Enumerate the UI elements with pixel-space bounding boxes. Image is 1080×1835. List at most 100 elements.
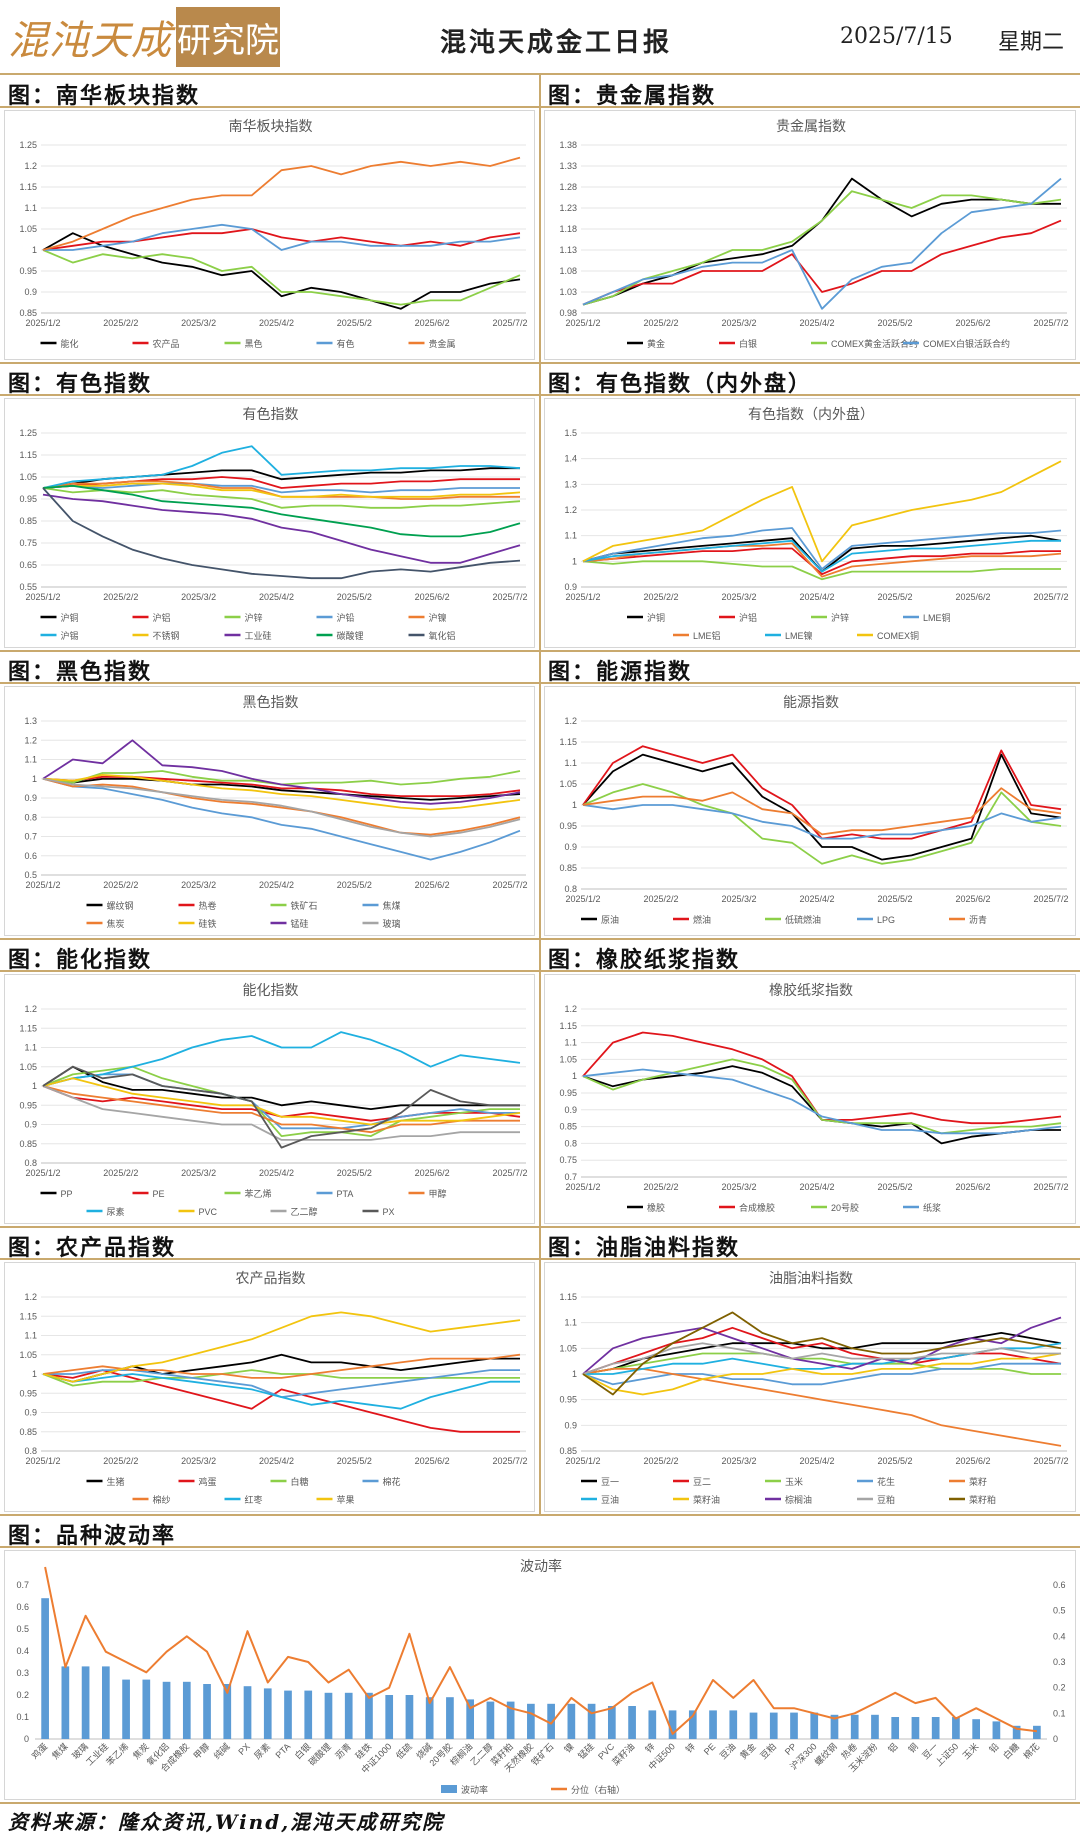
section-title: 图：能源指数 <box>548 659 693 685</box>
series-line <box>42 1311 521 1383</box>
x-tick-label: 镍 <box>562 1741 576 1755</box>
y-tick-label: 0.1 <box>16 1712 29 1722</box>
y-tick-label: 1 <box>572 556 577 566</box>
section-title: 图：南华板块指数 <box>8 83 201 109</box>
x-tick-label: 20号胶 <box>427 1741 455 1769</box>
x-tick-label: 2025/7/2 <box>492 1168 527 1178</box>
chart-title: 有色指数（内外盘） <box>748 406 874 422</box>
series-line <box>582 1326 1062 1375</box>
series-line <box>42 445 521 489</box>
y-tick-label: 0.98 <box>559 308 577 318</box>
volatility-bar <box>304 1690 313 1739</box>
y-tick-label: 1.15 <box>559 737 577 747</box>
series-line <box>582 177 1062 310</box>
y-tick-label: 1.05 <box>19 472 37 482</box>
x-tick-label: 焦煤 <box>49 1741 70 1762</box>
legend-label: 沪锡 <box>61 630 79 641</box>
legend-label: 焦炭 <box>107 918 125 929</box>
x-tick-label: 2025/2/2 <box>103 880 138 890</box>
chart-panel-nonferrous: 有色指数 0.55 0.65 0.75 0.85 0.95 1.05 1.15 1.25 2025… <box>4 398 535 648</box>
legend-label: 菜籽 <box>969 1476 987 1487</box>
legend-label: 能化 <box>61 338 79 349</box>
series-line <box>42 1065 520 1137</box>
legend-label: 鸡蛋 <box>199 1476 217 1487</box>
volatility-bar <box>790 1712 798 1739</box>
x-tick-label: 2025/2/2 <box>643 1456 678 1466</box>
x-tick-label: 2025/2/2 <box>103 592 138 602</box>
x-tick-label: 2025/6/2 <box>415 318 450 328</box>
legend-label: 分位（右轴） <box>571 1784 625 1795</box>
y2-tick-label: 0.4 <box>1053 1631 1066 1641</box>
legend-label: LME铜 <box>923 612 951 623</box>
volatility-bar <box>446 1697 454 1739</box>
legend-label: 沪铜 <box>647 612 665 623</box>
x-tick-label: 2025/1/2 <box>565 592 600 602</box>
volatility-bar <box>41 1598 49 1739</box>
legend-label: 乙二醇 <box>291 1206 318 1217</box>
y-tick-label: 0.95 <box>19 1100 37 1110</box>
volatility-bar <box>527 1703 535 1739</box>
y-tick-label: 1.1 <box>24 755 37 765</box>
x-tick-label: 低硫 <box>393 1741 414 1762</box>
legend-label: 有色 <box>337 338 355 349</box>
x-tick-label: 2025/7/2 <box>1033 318 1068 328</box>
x-tick-label: 2025/2/2 <box>103 1168 138 1178</box>
y-tick-label: 0.8 <box>564 884 577 894</box>
volatility-bar <box>891 1717 900 1739</box>
legend-label: 工业硅 <box>245 630 272 641</box>
volatility-bar <box>425 1697 434 1739</box>
y-tick-label: 0.6 <box>24 851 37 861</box>
legend-label: 豆粕 <box>877 1494 895 1505</box>
series-line <box>42 493 521 564</box>
series-line <box>43 223 521 251</box>
x-tick-label: 上证50 <box>933 1741 960 1768</box>
y-tick-label: 0.9 <box>564 582 577 592</box>
volatility-bar <box>203 1684 211 1739</box>
x-tick-label: 2025/5/2 <box>877 318 912 328</box>
x-tick-label: 2025/3/2 <box>721 318 756 328</box>
y-tick-label: 1.15 <box>19 1311 37 1321</box>
y2-tick-label: 0 <box>1053 1734 1058 1744</box>
y-tick-label: 0.9 <box>24 287 37 297</box>
chart-svg: 农产品指数 0.8 0.85 0.9 0.95 1 1.05 1.1 1.15 1.2 2025/1… <box>19 1270 527 1505</box>
legend-label: PVC <box>199 1207 218 1217</box>
chart-panel-oils: 油脂油料指数 0.85 0.9 0.95 1 1.05 1.1 1.15 2025/1/2 202… <box>544 1262 1076 1512</box>
series-line <box>582 804 1062 840</box>
volatility-bar <box>871 1714 879 1739</box>
chart-panel-energy: 能源指数 0.8 0.85 0.9 0.95 1 1.05 1.1 1.15 1.2 2025/1/… <box>544 686 1076 936</box>
volatility-bar <box>122 1679 130 1739</box>
volatility-bar <box>466 1699 475 1739</box>
y-tick-label: 0.7 <box>564 1172 577 1182</box>
x-tick-label: 2025/5/2 <box>877 894 912 904</box>
legend-label: 沥青 <box>969 914 987 925</box>
series-line <box>42 777 521 838</box>
volatility-bar <box>729 1710 738 1739</box>
y-tick-label: 0.9 <box>24 793 37 803</box>
x-tick-label: 2025/4/2 <box>259 1168 294 1178</box>
section-title: 图：有色指数 <box>8 371 153 397</box>
chart-svg: 南华板块指数 0.85 0.9 0.95 1 1.05 1.1 1.15 1.2 1.25 2025… <box>19 118 527 349</box>
x-tick-label: 2025/1/2 <box>565 894 600 904</box>
x-tick-label: 2025/2/2 <box>643 1182 678 1192</box>
series-line <box>42 1085 520 1141</box>
legend-label: 波动率 <box>461 1784 488 1795</box>
chart-svg: 橡胶纸浆指数 0.7 0.75 0.8 0.85 0.9 0.95 1 1.05 1.1 1.15 1… <box>559 982 1068 1213</box>
section-title: 图：橡胶纸浆指数 <box>548 947 741 973</box>
y-tick-label: 1.15 <box>559 1292 577 1302</box>
x-tick-label: 2025/3/2 <box>721 1456 756 1466</box>
y-tick-label: 0.85 <box>19 516 37 526</box>
y-tick-label: 1.25 <box>19 428 37 438</box>
x-tick-label: 2025/7/2 <box>1033 894 1068 904</box>
x-tick-label: 2025/2/2 <box>643 592 678 602</box>
chart-svg: 能化指数 0.8 0.85 0.9 0.95 1 1.05 1.1 1.15 1.2 2025/1/… <box>19 982 527 1217</box>
legend-label: 锰硅 <box>291 918 309 929</box>
y-tick-label: 1.18 <box>559 224 577 234</box>
chart-title: 波动率 <box>520 1558 562 1574</box>
y-tick-label: 1.05 <box>559 1343 577 1353</box>
x-tick-label: 2025/4/2 <box>259 592 294 602</box>
x-tick-label: 苯乙烯 <box>104 1741 131 1768</box>
series-line <box>42 1031 521 1087</box>
series-line <box>42 777 521 801</box>
x-tick-label: 2025/1/2 <box>25 880 60 890</box>
volatility-bar <box>688 1710 697 1739</box>
